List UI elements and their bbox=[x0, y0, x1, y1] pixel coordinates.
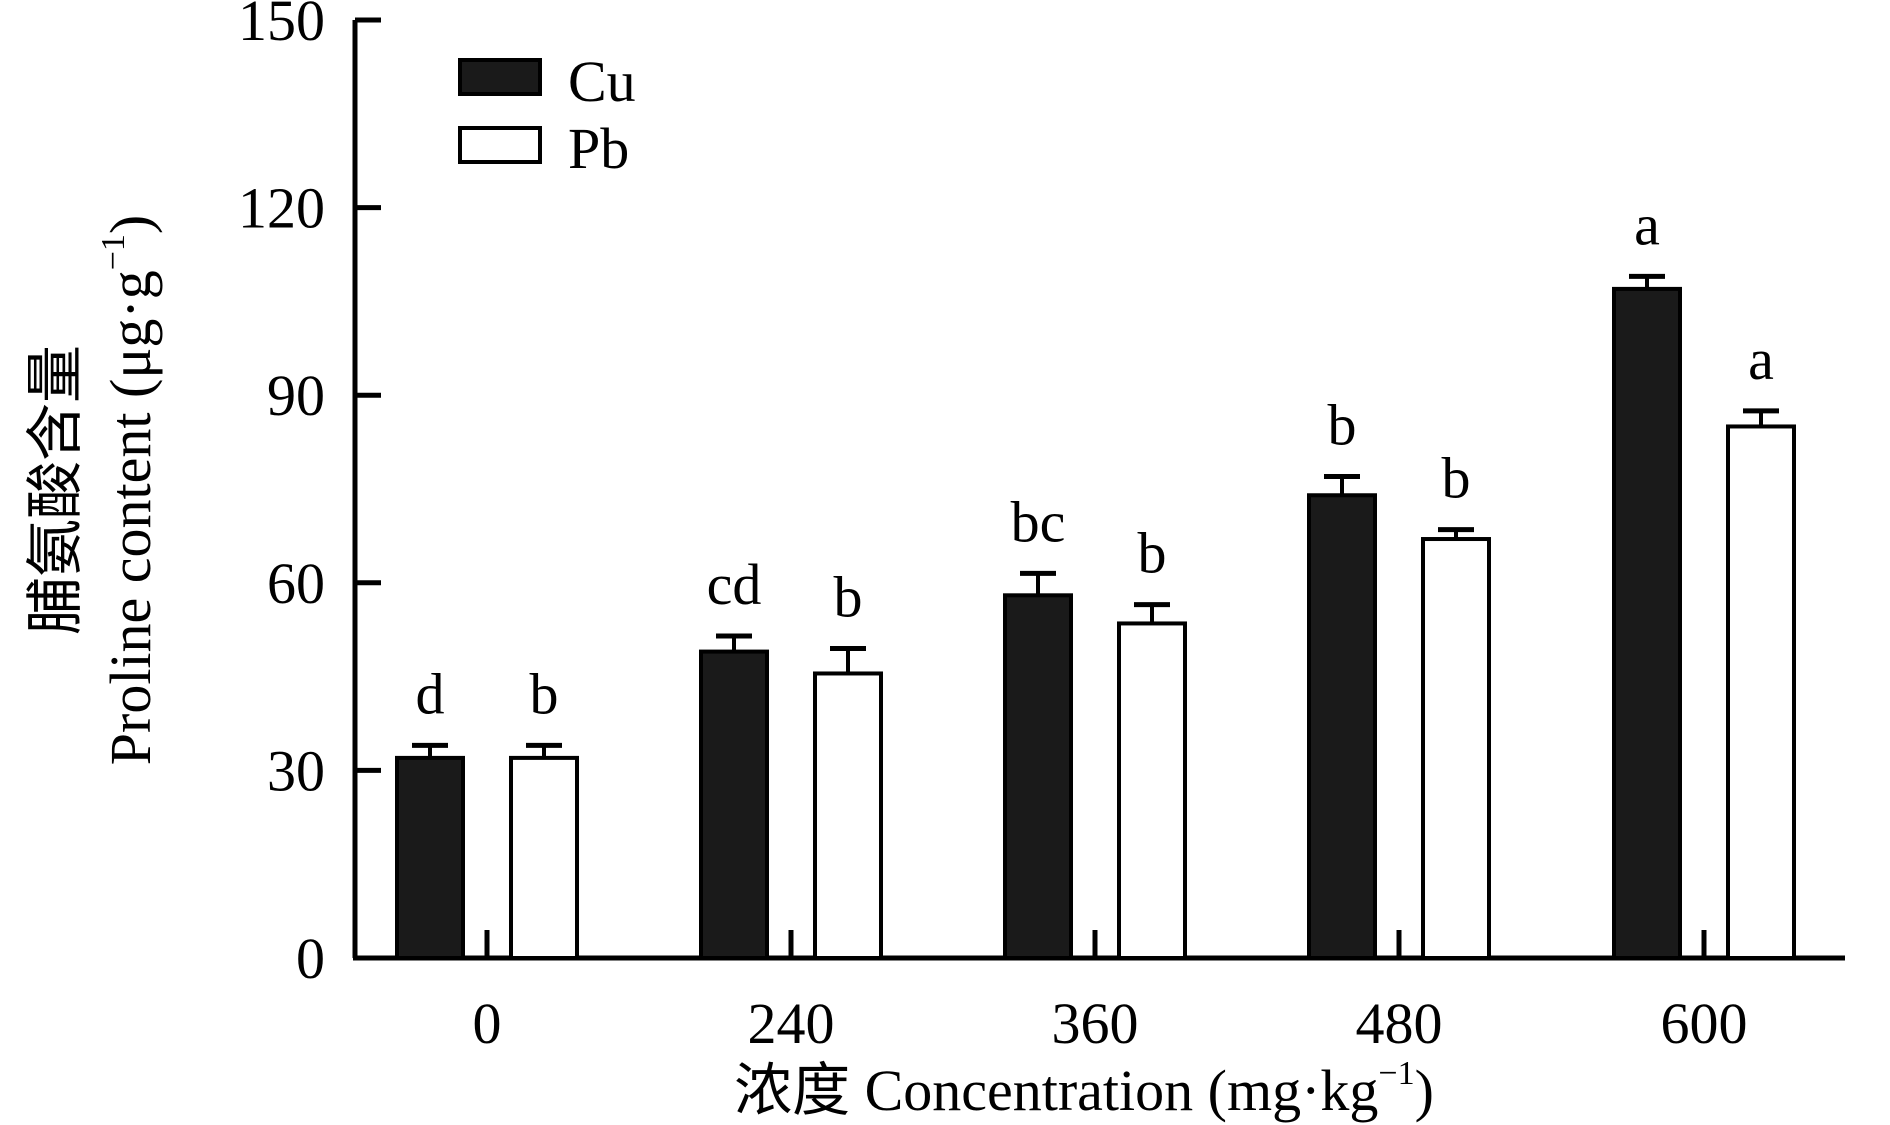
significance-label: b bbox=[1442, 446, 1471, 511]
significance-label: bc bbox=[1011, 489, 1066, 554]
bar-cu bbox=[395, 755, 465, 960]
legend: Cu Pb bbox=[458, 49, 636, 181]
y-tick-label: 0 bbox=[296, 926, 325, 991]
x-axis-title: 浓度 Concentration (mg·kg−1) bbox=[734, 1055, 1434, 1123]
x-tick-label: 0 bbox=[473, 991, 502, 1056]
bar-cu bbox=[1612, 286, 1682, 961]
significance-label: a bbox=[1748, 327, 1774, 392]
y-axis-title: Proline content (μg·g−1) bbox=[95, 215, 163, 766]
x-tick-label: 480 bbox=[1356, 991, 1443, 1056]
significance-label: a bbox=[1634, 192, 1660, 257]
y-axis-ticks: 0 30 60 90 120 150 bbox=[238, 0, 381, 991]
y-tick-label: 60 bbox=[267, 551, 325, 616]
significance-label: b bbox=[1328, 392, 1357, 457]
bar-pb bbox=[1726, 424, 1796, 960]
y-tick-label: 150 bbox=[238, 0, 325, 53]
bar-cu bbox=[1307, 493, 1377, 960]
axes bbox=[352, 20, 1845, 961]
bars: d b cd b bc b b b a a bbox=[395, 192, 1796, 961]
bar-pb bbox=[1117, 621, 1187, 960]
y-tick-label: 90 bbox=[267, 363, 325, 428]
bar-pb bbox=[1421, 537, 1491, 960]
significance-label: cd bbox=[707, 552, 762, 617]
significance-label: b bbox=[1138, 521, 1167, 586]
x-tick-label: 240 bbox=[748, 991, 835, 1056]
x-tick-label: 360 bbox=[1052, 991, 1139, 1056]
significance-label: b bbox=[530, 661, 559, 726]
bar-pb bbox=[509, 755, 579, 960]
x-tick-label: 600 bbox=[1661, 991, 1748, 1056]
legend-swatch-pb bbox=[458, 126, 542, 164]
y-tick-label: 120 bbox=[238, 176, 325, 241]
significance-label: d bbox=[416, 661, 445, 726]
x-axis-ticks: 0 240 360 480 600 bbox=[473, 930, 1748, 1056]
bar-cu bbox=[1003, 593, 1073, 960]
y-axis-title-cn: 脯氨酸含量 bbox=[23, 345, 88, 635]
legend-label-pb: Pb bbox=[568, 116, 629, 181]
bar-cu bbox=[699, 649, 769, 960]
bar-pb bbox=[813, 671, 883, 960]
y-tick-label: 30 bbox=[267, 738, 325, 803]
significance-label: b bbox=[834, 564, 863, 629]
legend-swatch-cu bbox=[458, 58, 542, 96]
legend-label-cu: Cu bbox=[568, 49, 636, 114]
